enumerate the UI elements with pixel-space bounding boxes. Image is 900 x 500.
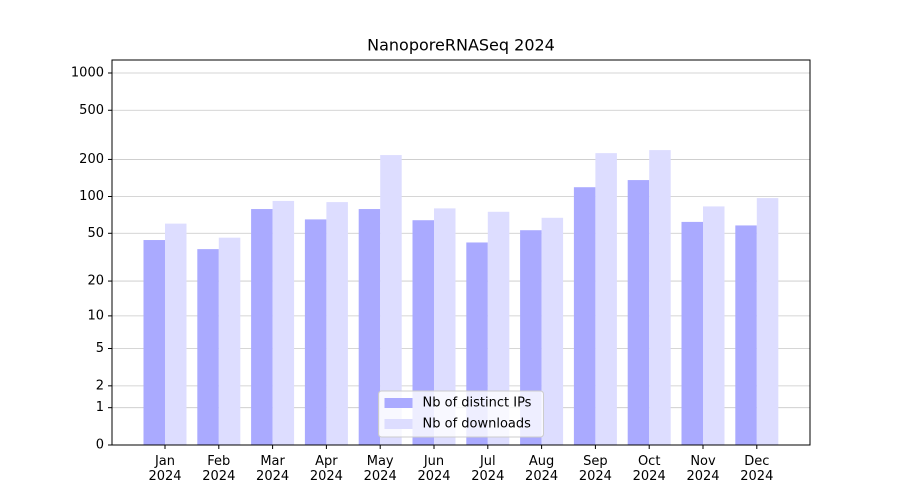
bar [649, 150, 671, 445]
x-tick-label: Jul 2024 [471, 454, 505, 484]
bar [197, 249, 219, 445]
x-tick-label: Mar 2024 [256, 454, 290, 484]
bar [272, 200, 295, 445]
legend: Nb of distinct IPs Nb of downloads [378, 390, 544, 438]
y-tick-label: 10 [87, 308, 104, 323]
x-tick-label: Oct 2024 [632, 454, 666, 484]
plot-frame [111, 59, 811, 446]
bar [358, 209, 381, 445]
y-tick-label: 500 [79, 103, 104, 118]
bar [735, 225, 757, 445]
bar [487, 211, 510, 445]
x-tick-label: Feb 2024 [202, 454, 236, 484]
y-tick-label: 100 [79, 189, 104, 204]
y-tick-label: 50 [87, 226, 104, 241]
x-tick-label: Apr 2024 [309, 454, 343, 484]
bar [595, 153, 617, 445]
chart-title: NanoporeRNASeq 2024 [367, 36, 555, 55]
x-tick-label: Aug 2024 [525, 454, 559, 484]
y-tick-label: 5 [96, 341, 104, 356]
x-tick-label: Sep 2024 [578, 454, 612, 484]
y-tick-label: 1000 [71, 65, 104, 80]
x-tick-label: Jan 2024 [148, 454, 182, 484]
x-tick-label: Jun 2024 [417, 454, 451, 484]
bar [756, 198, 779, 445]
y-tick-label: 0 [96, 438, 104, 453]
bar [380, 155, 402, 446]
y-tick-label: 20 [87, 274, 104, 289]
legend-box [378, 390, 544, 438]
bar [251, 209, 273, 445]
bar [573, 187, 596, 445]
bar [326, 202, 348, 445]
bar [627, 180, 650, 445]
x-tick-label: May 2024 [363, 454, 397, 484]
bar [304, 219, 327, 445]
legend-label: Nb of downloads [423, 417, 532, 432]
x-tick-label: Nov 2024 [686, 454, 720, 484]
x-tick-label: Dec 2024 [740, 454, 774, 484]
bar [218, 237, 241, 445]
y-tick-label: 2 [96, 378, 104, 393]
y-tick-label: 200 [79, 152, 104, 167]
bar [143, 240, 165, 445]
bar [703, 206, 725, 445]
legend-swatch [384, 398, 413, 408]
bar [165, 223, 187, 445]
legend-swatch [384, 419, 413, 429]
y-tick-label: 1 [96, 400, 104, 415]
legend-label: Nb of distinct IPs [423, 396, 532, 411]
bar [412, 220, 434, 445]
bar [541, 217, 564, 445]
bar [681, 221, 703, 445]
bar [434, 208, 456, 445]
